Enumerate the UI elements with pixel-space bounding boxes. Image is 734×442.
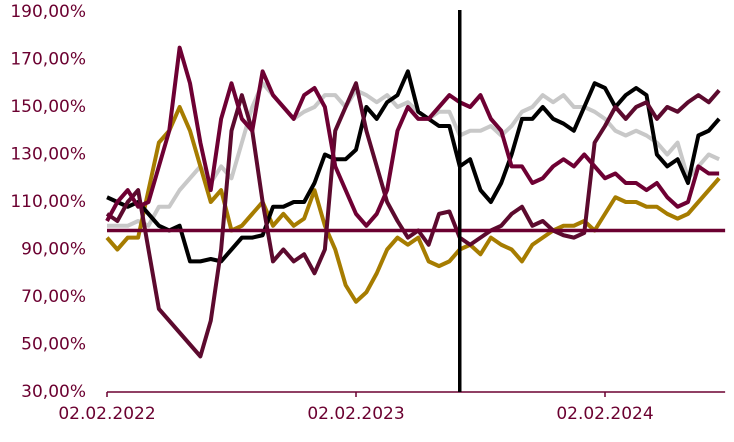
series-line xyxy=(105,45,720,228)
x-tick-label: 02.02.2024 xyxy=(556,404,653,424)
x-tick-label: 02.02.2023 xyxy=(307,404,404,424)
y-tick-label: 70,00% xyxy=(21,287,86,307)
series-line xyxy=(105,105,721,304)
y-tick-label: 50,00% xyxy=(21,335,86,355)
y-tick-label: 170,00% xyxy=(10,50,86,70)
x-tick-label: 02.02.2022 xyxy=(58,404,155,424)
series-line xyxy=(106,69,721,264)
y-tick-label: 110,00% xyxy=(10,192,86,212)
y-tick-label: 150,00% xyxy=(10,97,86,117)
y-tick-label: 90,00% xyxy=(21,240,86,260)
series-line xyxy=(105,81,721,359)
y-tick-label: 190,00% xyxy=(10,2,86,22)
y-tick-label: 30,00% xyxy=(21,382,86,402)
y-tick-label: 130,00% xyxy=(10,145,86,165)
